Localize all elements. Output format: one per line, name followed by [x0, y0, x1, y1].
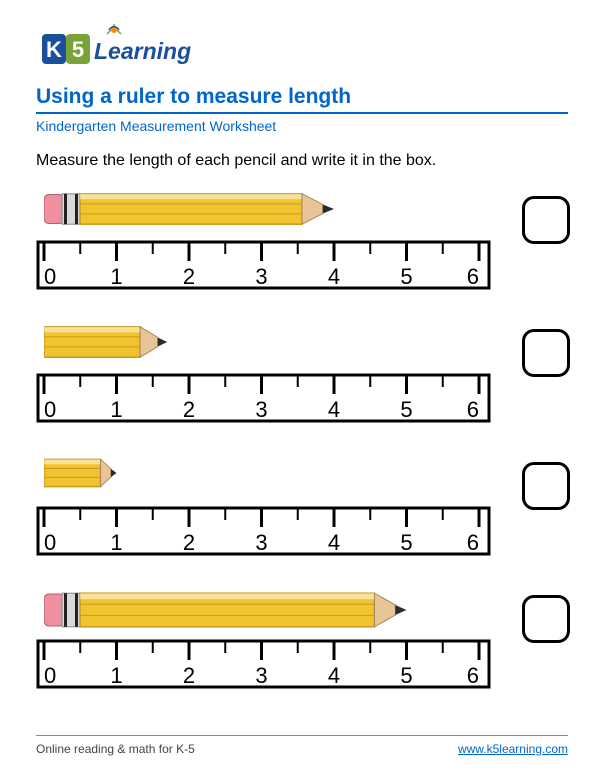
answer-box[interactable]	[522, 595, 570, 643]
answer-box[interactable]	[522, 196, 570, 244]
ruler: 0 1 2 3 4 5 6	[36, 240, 491, 295]
svg-text:1: 1	[110, 264, 122, 289]
ruler: 0 1 2 3 4 5 6	[36, 506, 491, 561]
answer-box[interactable]	[522, 462, 570, 510]
svg-text:3: 3	[255, 397, 267, 422]
instruction: Measure the length of each pencil and wr…	[36, 152, 568, 170]
svg-text:0: 0	[44, 663, 56, 688]
svg-text:5: 5	[400, 264, 412, 289]
svg-text:K: K	[46, 37, 62, 62]
pencil-icon	[44, 456, 121, 495]
svg-text:3: 3	[255, 264, 267, 289]
svg-text:5: 5	[400, 663, 412, 688]
svg-text:0: 0	[44, 264, 56, 289]
exercise-row: 0 1 2 3 4 5 6	[36, 456, 568, 561]
svg-text:0: 0	[44, 397, 56, 422]
svg-text:6: 6	[467, 530, 479, 555]
svg-text:2: 2	[183, 264, 195, 289]
logo: K 5 Learning	[36, 24, 568, 75]
page-title: Using a ruler to measure length	[36, 85, 568, 109]
exercise-row: 0 1 2 3 4 5 6	[36, 589, 568, 694]
footer-left: Online reading & math for K-5	[36, 742, 195, 756]
svg-text:6: 6	[467, 397, 479, 422]
title-rule	[36, 112, 568, 114]
svg-text:2: 2	[183, 663, 195, 688]
svg-text:4: 4	[328, 397, 340, 422]
answer-box[interactable]	[522, 329, 570, 377]
svg-text:2: 2	[183, 397, 195, 422]
pencil-icon	[44, 323, 171, 366]
footer-link: www.k5learning.com	[458, 742, 568, 756]
svg-text:1: 1	[110, 530, 122, 555]
svg-text:6: 6	[467, 264, 479, 289]
footer: Online reading & math for K-5 www.k5lear…	[36, 735, 568, 756]
pencil-icon	[44, 589, 411, 636]
ruler: 0 1 2 3 4 5 6	[36, 639, 491, 694]
svg-text:4: 4	[328, 663, 340, 688]
subtitle: Kindergarten Measurement Worksheet	[36, 118, 568, 134]
svg-text:5: 5	[400, 397, 412, 422]
svg-text:3: 3	[255, 663, 267, 688]
svg-text:0: 0	[44, 530, 56, 555]
svg-text:2: 2	[183, 530, 195, 555]
svg-text:4: 4	[328, 530, 340, 555]
svg-text:4: 4	[328, 264, 340, 289]
exercises-container: 0 1 2 3 4 5 6 0 1 2 3 4 5 6 0 1 2 3 4 5 6 0 1 2 3 4 5 6	[36, 190, 568, 694]
svg-text:6: 6	[467, 663, 479, 688]
svg-text:1: 1	[110, 663, 122, 688]
svg-text:5: 5	[400, 530, 412, 555]
ruler: 0 1 2 3 4 5 6	[36, 373, 491, 428]
svg-text:3: 3	[255, 530, 267, 555]
svg-text:5: 5	[72, 37, 84, 62]
exercise-row: 0 1 2 3 4 5 6	[36, 323, 568, 428]
logo-text: Learning	[94, 38, 191, 64]
exercise-row: 0 1 2 3 4 5 6	[36, 190, 568, 295]
pencil-icon	[44, 190, 338, 233]
svg-text:1: 1	[110, 397, 122, 422]
